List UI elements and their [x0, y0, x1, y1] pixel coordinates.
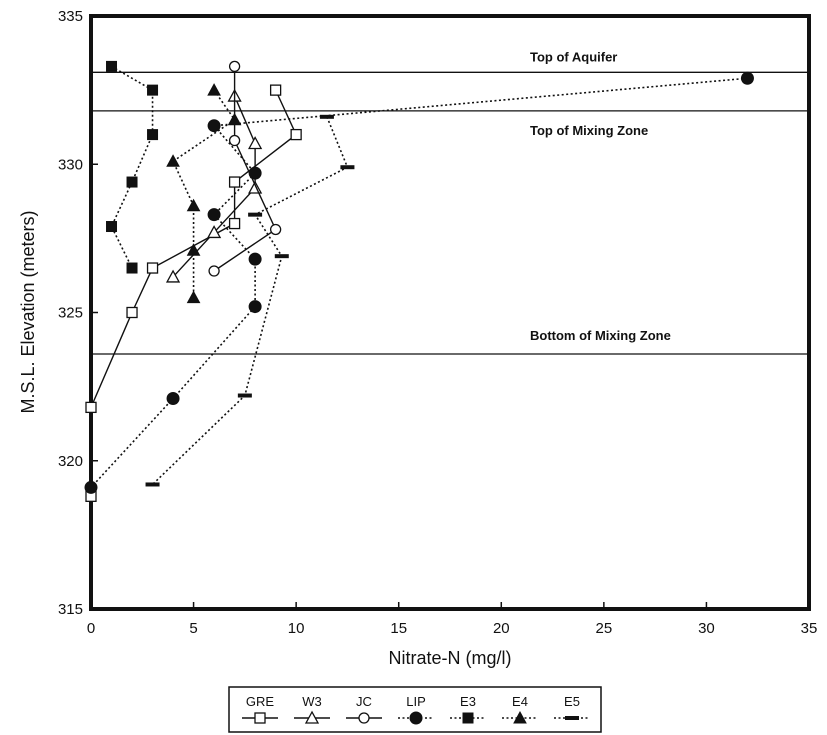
data-point-lip — [248, 252, 262, 266]
x-tick-label: 35 — [801, 620, 818, 637]
data-point-e4 — [186, 290, 201, 304]
legend-item-e5: E5 — [554, 694, 590, 720]
data-point-lip — [740, 71, 754, 85]
legend-item-jc: JC — [346, 694, 382, 724]
series-jc — [208, 60, 282, 277]
data-point-e5 — [340, 165, 355, 170]
series-line-e3 — [110, 65, 154, 269]
series-lip — [84, 71, 754, 494]
data-point-jc — [208, 265, 220, 277]
legend-label: W3 — [302, 694, 322, 709]
data-point-lip — [166, 391, 180, 405]
data-point-w3 — [165, 269, 181, 283]
data-point-gre — [290, 128, 302, 141]
legend-label: E5 — [564, 694, 580, 709]
data-point-gre — [228, 176, 241, 188]
data-point-e4 — [186, 243, 201, 256]
data-point-gre — [126, 306, 138, 319]
series-line-lip — [90, 77, 748, 488]
series-line-e5 — [151, 116, 349, 486]
y-tick-label: 315 — [58, 601, 83, 618]
x-tick-label: 0 — [87, 620, 95, 637]
data-point-e3 — [106, 60, 118, 72]
ref-label-top-of-mixing-zone: Top of Mixing Zone — [530, 123, 648, 138]
series-line-jc — [213, 66, 277, 272]
data-point-e5 — [145, 482, 160, 487]
reference-lines: Top of Aquifer Top of Mixing Zone Bottom o… — [91, 49, 809, 355]
x-axis-title: Nitrate-N (mg/l) — [388, 648, 511, 668]
series-e5 — [145, 114, 355, 487]
y-tick-label: 320 — [58, 453, 83, 470]
y-axis-title: M.S.L. Elevation (meters) — [18, 210, 38, 413]
data-point-gre — [228, 217, 241, 230]
legend: GRE W3 JC LIP E3 E4 E5 — [228, 686, 602, 733]
data-point-e5 — [248, 212, 263, 217]
series-layer — [84, 60, 754, 502]
data-point-gre — [269, 84, 282, 96]
y-tick-label: 335 — [58, 8, 83, 25]
x-tick-label: 10 — [288, 620, 305, 637]
series-w3 — [165, 88, 263, 283]
data-point-e4 — [166, 154, 180, 167]
data-point-e4 — [186, 198, 201, 212]
legend-marker — [565, 716, 579, 720]
data-point-gre — [146, 262, 159, 274]
data-point-lip — [248, 166, 262, 180]
data-point-jc — [228, 134, 241, 147]
data-point-e3 — [126, 262, 138, 274]
data-point-e5 — [274, 254, 289, 259]
data-point-e3 — [147, 84, 159, 96]
data-point-e5 — [237, 393, 252, 398]
legend-label: LIP — [406, 694, 426, 709]
data-point-jc — [228, 60, 241, 73]
data-point-lip — [207, 119, 221, 133]
x-tick-label: 25 — [596, 620, 613, 637]
legend-item-gre: GRE — [242, 694, 278, 724]
x-tick-label: 20 — [493, 620, 510, 637]
legend-marker — [304, 710, 320, 724]
legend-label: JC — [356, 694, 372, 709]
data-point-w3 — [206, 225, 222, 239]
data-point-e3 — [147, 129, 159, 141]
legend-marker — [254, 712, 266, 724]
data-point-lip — [248, 300, 262, 314]
legend-item-e3: E3 — [450, 694, 486, 724]
data-point-jc — [269, 223, 282, 236]
series-line-e4 — [172, 89, 236, 298]
ref-label-top-of-aquifer: Top of Aquifer — [530, 49, 617, 64]
x-tick-label: 30 — [698, 620, 715, 637]
x-tick-label: 5 — [189, 620, 197, 637]
data-point-e4 — [207, 83, 221, 96]
data-point-e5 — [319, 114, 334, 119]
legend-item-lip: LIP — [398, 694, 434, 725]
x-tick-label: 15 — [390, 620, 407, 637]
data-point-e3 — [126, 176, 138, 188]
legend-marker — [409, 711, 423, 725]
legend-item-w3: W3 — [294, 694, 330, 724]
legend-label: E4 — [512, 694, 528, 709]
series-e3 — [106, 60, 159, 274]
legend-box — [228, 686, 602, 733]
data-point-e3 — [106, 221, 118, 233]
legend-marker — [513, 710, 527, 724]
series-e4 — [166, 83, 242, 304]
ref-label-bottom-of-mixing-zone: Bottom of Mixing Zone — [530, 328, 671, 343]
data-point-gre — [85, 401, 97, 414]
legend-marker — [462, 712, 474, 724]
data-point-e4 — [227, 112, 242, 126]
axis-ticks: 0 5 10 15 20 25 30 35 315 320 325 330 335 — [58, 8, 817, 637]
legend-item-e4: E4 — [502, 694, 538, 724]
legend-label: GRE — [246, 694, 275, 709]
legend-marker — [358, 712, 370, 724]
y-tick-label: 325 — [58, 305, 83, 322]
y-tick-label: 330 — [58, 156, 83, 173]
data-point-lip — [207, 208, 221, 222]
data-point-w3 — [248, 136, 263, 150]
legend-label: E3 — [460, 694, 476, 709]
data-point-lip — [84, 480, 98, 494]
